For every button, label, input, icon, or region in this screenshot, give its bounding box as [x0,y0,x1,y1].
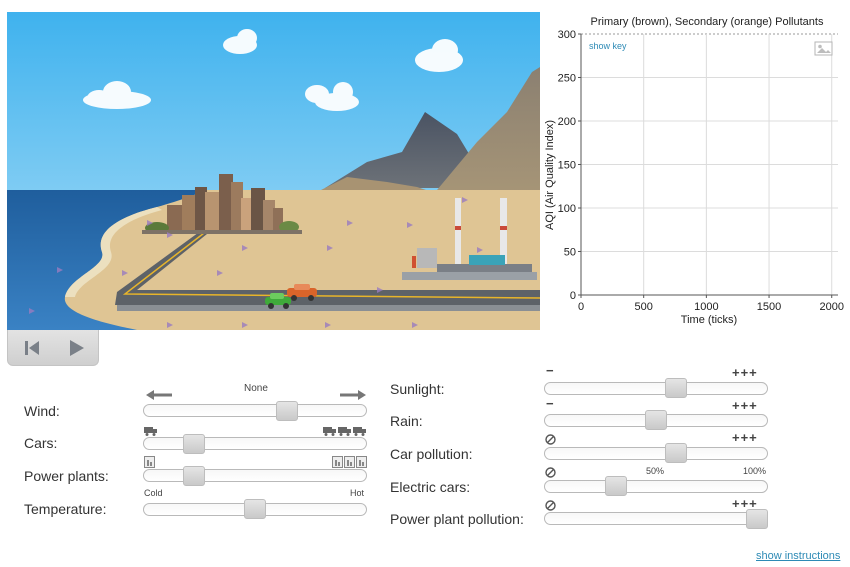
power-plant-pollution-slider-track[interactable] [544,512,768,525]
temperature-cold-label: Cold [144,488,163,498]
chart-y-axis-label: AQI (Air Quality Index) [545,120,556,230]
cars-slider-track[interactable] [143,437,367,450]
chart-y-tick-label: 0 [570,290,576,302]
temperature-slider-thumb[interactable] [244,499,266,519]
car-pollution-slider-thumb[interactable] [665,443,688,463]
cloud [83,81,151,109]
play-icon[interactable] [62,335,90,361]
prohibited-icon [545,498,556,516]
truck-icon [323,423,367,441]
car-pollution-slider-track[interactable] [544,447,768,460]
sunlight-slider-track[interactable] [544,382,768,395]
image-icon[interactable] [814,41,833,56]
arrow-left-icon [145,387,173,405]
show-key-link[interactable]: show key [589,41,627,51]
simulation-scene [7,12,540,330]
chart-y-tick-label: 250 [558,73,576,85]
chart-y-tick-label: 50 [564,247,576,259]
car-orange [287,284,317,301]
chart-x-tick-label: 2000 [819,301,843,313]
power-plants-slider-track[interactable] [143,469,367,482]
chart-y-tick-label: 200 [558,116,576,128]
chart-x-tick-label: 0 [578,301,584,313]
electric-cars-mid-label: 50% [646,466,665,476]
power-plant-pollution-label: Power plant pollution: [390,511,524,527]
temperature-hot-label: Hot [350,488,365,498]
wind-slider-thumb[interactable] [276,401,299,421]
factory-icon [332,455,368,473]
mountain [325,112,540,188]
cloud [415,39,463,72]
electric-cars-slider-thumb[interactable] [604,476,627,496]
aqi-chart: Primary (brown), Secondary (orange) Poll… [545,10,845,330]
arrow-right-icon [339,387,367,405]
chart-y-tick-label: 150 [558,160,576,172]
sunlight-label: Sunlight: [390,381,445,397]
sunlight-slider-thumb[interactable] [665,378,688,398]
power-plants-label: Power plants: [24,468,109,484]
wind-slider-track[interactable] [143,404,367,417]
prohibited-icon [545,465,556,483]
sunlight-max-symbol: +++ [732,365,758,380]
skip-back-icon[interactable] [17,335,45,361]
car-pollution-max-symbol: +++ [732,430,758,445]
power-plant-pollution-slider-thumb[interactable] [746,509,768,529]
chart-y-tick-label: 300 [558,29,576,41]
power-plants-slider-thumb[interactable] [183,466,206,486]
chart-x-tick-label: 1000 [694,301,718,313]
show-instructions-link[interactable]: show instructions [756,550,841,562]
chart-x-axis-label: Time (ticks) [681,314,737,326]
rain-slider-thumb[interactable] [645,410,667,430]
power-plant [402,198,537,280]
wind-none-label: None [244,383,268,394]
playback-controls [7,330,99,366]
cars-label: Cars: [24,435,58,451]
city-skyline [142,174,302,234]
cars-slider-thumb[interactable] [183,434,206,454]
rain-max-symbol: +++ [732,398,758,413]
wind-label: Wind: [24,403,60,419]
rain-min-symbol: − [546,396,555,411]
sunlight-min-symbol: − [546,363,555,378]
factory-icon [144,455,155,473]
chart-y-tick-label: 100 [558,203,576,215]
truck-icon [144,423,158,441]
chart-x-tick-label: 1500 [757,301,781,313]
electric-cars-label: Electric cars: [390,479,471,495]
cloud [223,29,257,54]
temperature-label: Temperature: [24,501,107,517]
chart-x-tick-label: 500 [635,301,653,313]
rain-label: Rain: [390,413,423,429]
prohibited-icon [545,432,556,450]
chart-title: Primary (brown), Secondary (orange) Poll… [591,16,824,28]
car-green [265,293,291,309]
electric-cars-slider-track[interactable] [544,480,768,493]
cloud [305,82,359,111]
electric-cars-max-label: 100% [743,466,767,476]
car-pollution-label: Car pollution: [390,446,473,462]
wind-indicators [29,197,483,328]
power-plant-pollution-max-symbol: +++ [732,496,758,511]
